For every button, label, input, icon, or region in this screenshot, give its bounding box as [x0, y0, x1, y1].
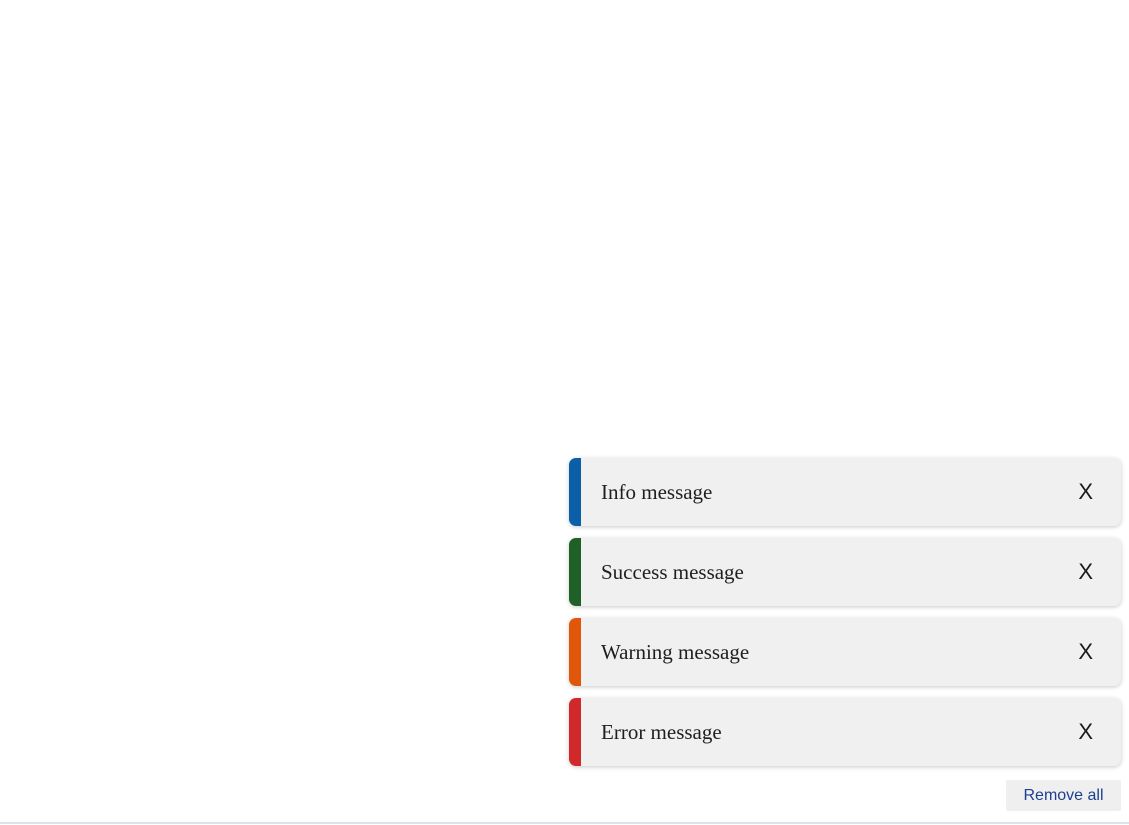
toast-info: Info message X	[569, 458, 1121, 526]
toast-success: Success message X	[569, 538, 1121, 606]
toast-success-close-button[interactable]: X	[1076, 538, 1095, 606]
toast-info-close-button[interactable]: X	[1076, 458, 1095, 526]
toast-warning: Warning message X	[569, 618, 1121, 686]
toast-info-accent-bar	[569, 458, 581, 526]
bottom-divider	[0, 822, 1129, 824]
toast-success-message: Success message	[601, 560, 744, 584]
remove-all-button[interactable]: Remove all	[1006, 780, 1121, 811]
toast-error-message: Error message	[601, 720, 722, 744]
toast-warning-message: Warning message	[601, 640, 750, 664]
toast-error-close-button[interactable]: X	[1076, 698, 1095, 766]
toast-warning-accent-bar	[569, 618, 581, 686]
toast-success-accent-bar	[569, 538, 581, 606]
toast-stack: Info message X Success message X Warning…	[569, 458, 1121, 778]
toast-warning-close-button[interactable]: X	[1076, 618, 1095, 686]
toast-error-accent-bar	[569, 698, 581, 766]
toast-error: Error message X	[569, 698, 1121, 766]
toast-info-message: Info message	[601, 480, 713, 504]
